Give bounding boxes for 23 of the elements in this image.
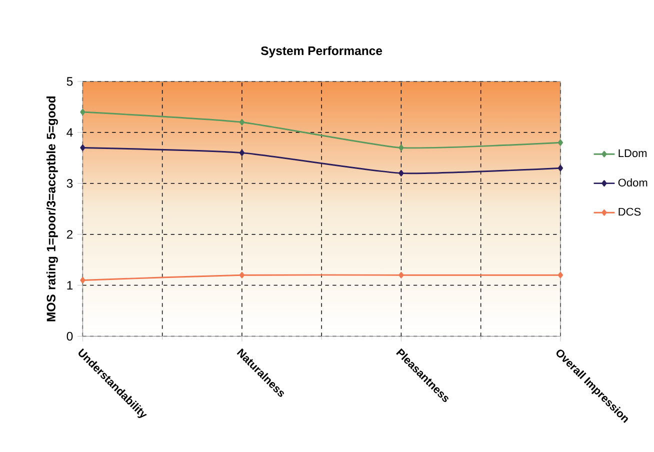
point xyxy=(239,119,245,126)
point xyxy=(239,272,245,278)
point xyxy=(239,150,245,156)
y-tick-label: 2 xyxy=(66,230,73,239)
y-tick-label: 4 xyxy=(66,128,73,137)
point xyxy=(558,272,564,278)
y-tick-label: 3 xyxy=(66,179,73,188)
point xyxy=(558,164,564,172)
point xyxy=(80,144,86,151)
y-axis-title: MOS rating 1=poor/3=accptble 5=good xyxy=(46,96,58,322)
y-tick-label: 5 xyxy=(66,77,73,86)
y-tick-label: 0 xyxy=(66,332,73,341)
legend-label: DCS xyxy=(618,208,641,216)
point xyxy=(398,170,404,176)
point xyxy=(80,108,86,116)
point xyxy=(558,139,564,146)
point xyxy=(398,144,404,151)
y-tick-label: 1 xyxy=(67,281,73,290)
chart-title: System Performance xyxy=(260,46,382,58)
point xyxy=(398,272,404,278)
legend-label: LDom xyxy=(618,149,647,158)
legend-label: Odom xyxy=(618,178,648,187)
point xyxy=(80,277,86,284)
